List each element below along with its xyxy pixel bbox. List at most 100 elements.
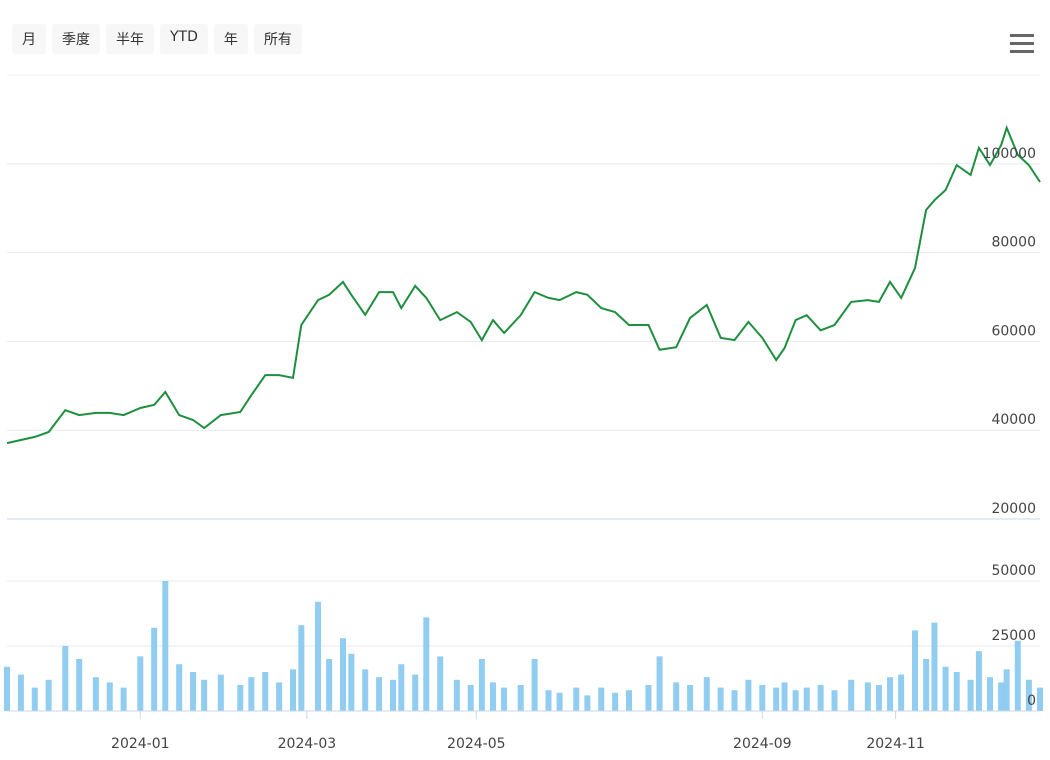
- y-tick-label: 40000: [991, 412, 1036, 428]
- volume-bar: [262, 672, 269, 711]
- volume-bar: [898, 674, 905, 711]
- volume-bar: [137, 656, 144, 711]
- x-tick-label: 2024-03: [278, 736, 337, 752]
- volume-bar: [326, 659, 333, 711]
- y-tick-label: 25000: [991, 628, 1036, 644]
- range-button[interactable]: 年: [213, 24, 248, 54]
- volume-bar: [398, 664, 405, 711]
- volume-bar: [31, 687, 38, 711]
- y-tick-label: 0: [1027, 693, 1036, 709]
- menu-icon[interactable]: [1010, 34, 1034, 58]
- volume-bar: [803, 687, 810, 711]
- volume-bar: [923, 659, 930, 711]
- volume-bar: [1014, 640, 1021, 711]
- volume-bar: [831, 690, 838, 711]
- y-tick-label: 20000: [991, 501, 1036, 517]
- volume-bar: [645, 685, 652, 711]
- volume-bar: [792, 690, 799, 711]
- volume-bar: [92, 677, 99, 711]
- toolbar: 月季度 半年 YTD 年所有: [12, 24, 302, 54]
- volume-bar: [656, 656, 663, 711]
- x-tick-label: 2024-01: [111, 736, 170, 752]
- volume-bar: [953, 672, 960, 711]
- volume-bar: [1003, 669, 1010, 711]
- volume-bar: [598, 687, 605, 711]
- x-tick-label: 2024-09: [733, 736, 792, 752]
- volume-bar: [423, 617, 430, 711]
- volume-bar: [773, 687, 780, 711]
- range-button[interactable]: 半年: [106, 24, 154, 54]
- volume-bar: [62, 646, 69, 711]
- volume-bar: [276, 682, 283, 711]
- y-tick-label: 80000: [991, 235, 1036, 251]
- volume-bar: [489, 682, 496, 711]
- volume-bar: [17, 674, 24, 711]
- volume-bar: [967, 679, 974, 711]
- range-button[interactable]: 所有: [253, 24, 302, 54]
- volume-bar: [76, 659, 83, 711]
- volume-bar: [176, 664, 183, 711]
- volume-bar: [437, 656, 444, 711]
- y-tick-label: 100000: [983, 146, 1036, 162]
- y-tick-label: 50000: [991, 563, 1036, 579]
- volume-bar: [315, 601, 322, 711]
- volume-bar: [517, 685, 524, 711]
- volume-bar: [584, 695, 591, 711]
- volume-bar: [942, 666, 949, 711]
- volume-bar: [745, 679, 752, 711]
- volume-bar: [573, 687, 580, 711]
- volume-bar: [687, 685, 694, 711]
- range-button[interactable]: YTD: [160, 24, 208, 54]
- volume-bar: [501, 687, 508, 711]
- volume-bar: [931, 622, 938, 711]
- volume-bar: [389, 679, 396, 711]
- price-line: [6, 124, 1041, 445]
- volume-bar: [120, 687, 127, 711]
- volume-bar: [673, 682, 680, 711]
- volume-bar: [4, 666, 10, 711]
- volume-bar: [731, 690, 738, 711]
- x-tick-label: 2024-11: [866, 736, 925, 752]
- volume-bar: [106, 682, 113, 711]
- volume-bar: [348, 653, 355, 711]
- volume-bar: [201, 679, 208, 711]
- volume-bar: [467, 685, 474, 711]
- volume-bar: [703, 677, 710, 711]
- volume-bar: [190, 672, 197, 711]
- volume-bar: [759, 685, 766, 711]
- volume-bar: [151, 627, 158, 711]
- volume-bar: [912, 630, 919, 711]
- volume-bar: [1037, 687, 1043, 711]
- volume-bar: [162, 581, 169, 711]
- volume-bar: [612, 692, 619, 711]
- volume-bar: [217, 674, 224, 711]
- volume-bar: [45, 679, 52, 711]
- volume-bar: [478, 659, 485, 711]
- volume-bar: [412, 674, 419, 711]
- volume-bar: [864, 682, 871, 711]
- volume-bar: [248, 677, 255, 711]
- volume-bar: [298, 625, 305, 711]
- volume-bar: [290, 669, 297, 711]
- range-button[interactable]: 月: [12, 24, 46, 54]
- volume-bar: [998, 682, 1005, 711]
- volume-bar: [848, 679, 855, 711]
- volume-bar: [975, 651, 982, 711]
- volume-bar: [556, 692, 563, 711]
- volume-bar: [362, 669, 369, 711]
- range-button[interactable]: 季度: [52, 24, 100, 54]
- volume-bar: [781, 682, 788, 711]
- volume-bar: [887, 677, 894, 711]
- volume-bar: [987, 677, 994, 711]
- volume-bar: [340, 638, 347, 711]
- y-tick-label: 60000: [991, 323, 1036, 339]
- x-tick-label: 2024-05: [447, 736, 506, 752]
- volume-bar: [875, 685, 882, 711]
- volume-bar: [376, 677, 383, 711]
- volume-bar: [1025, 679, 1032, 711]
- volume-bar: [545, 690, 552, 711]
- volume-bar: [717, 687, 724, 711]
- volume-bar: [237, 685, 244, 711]
